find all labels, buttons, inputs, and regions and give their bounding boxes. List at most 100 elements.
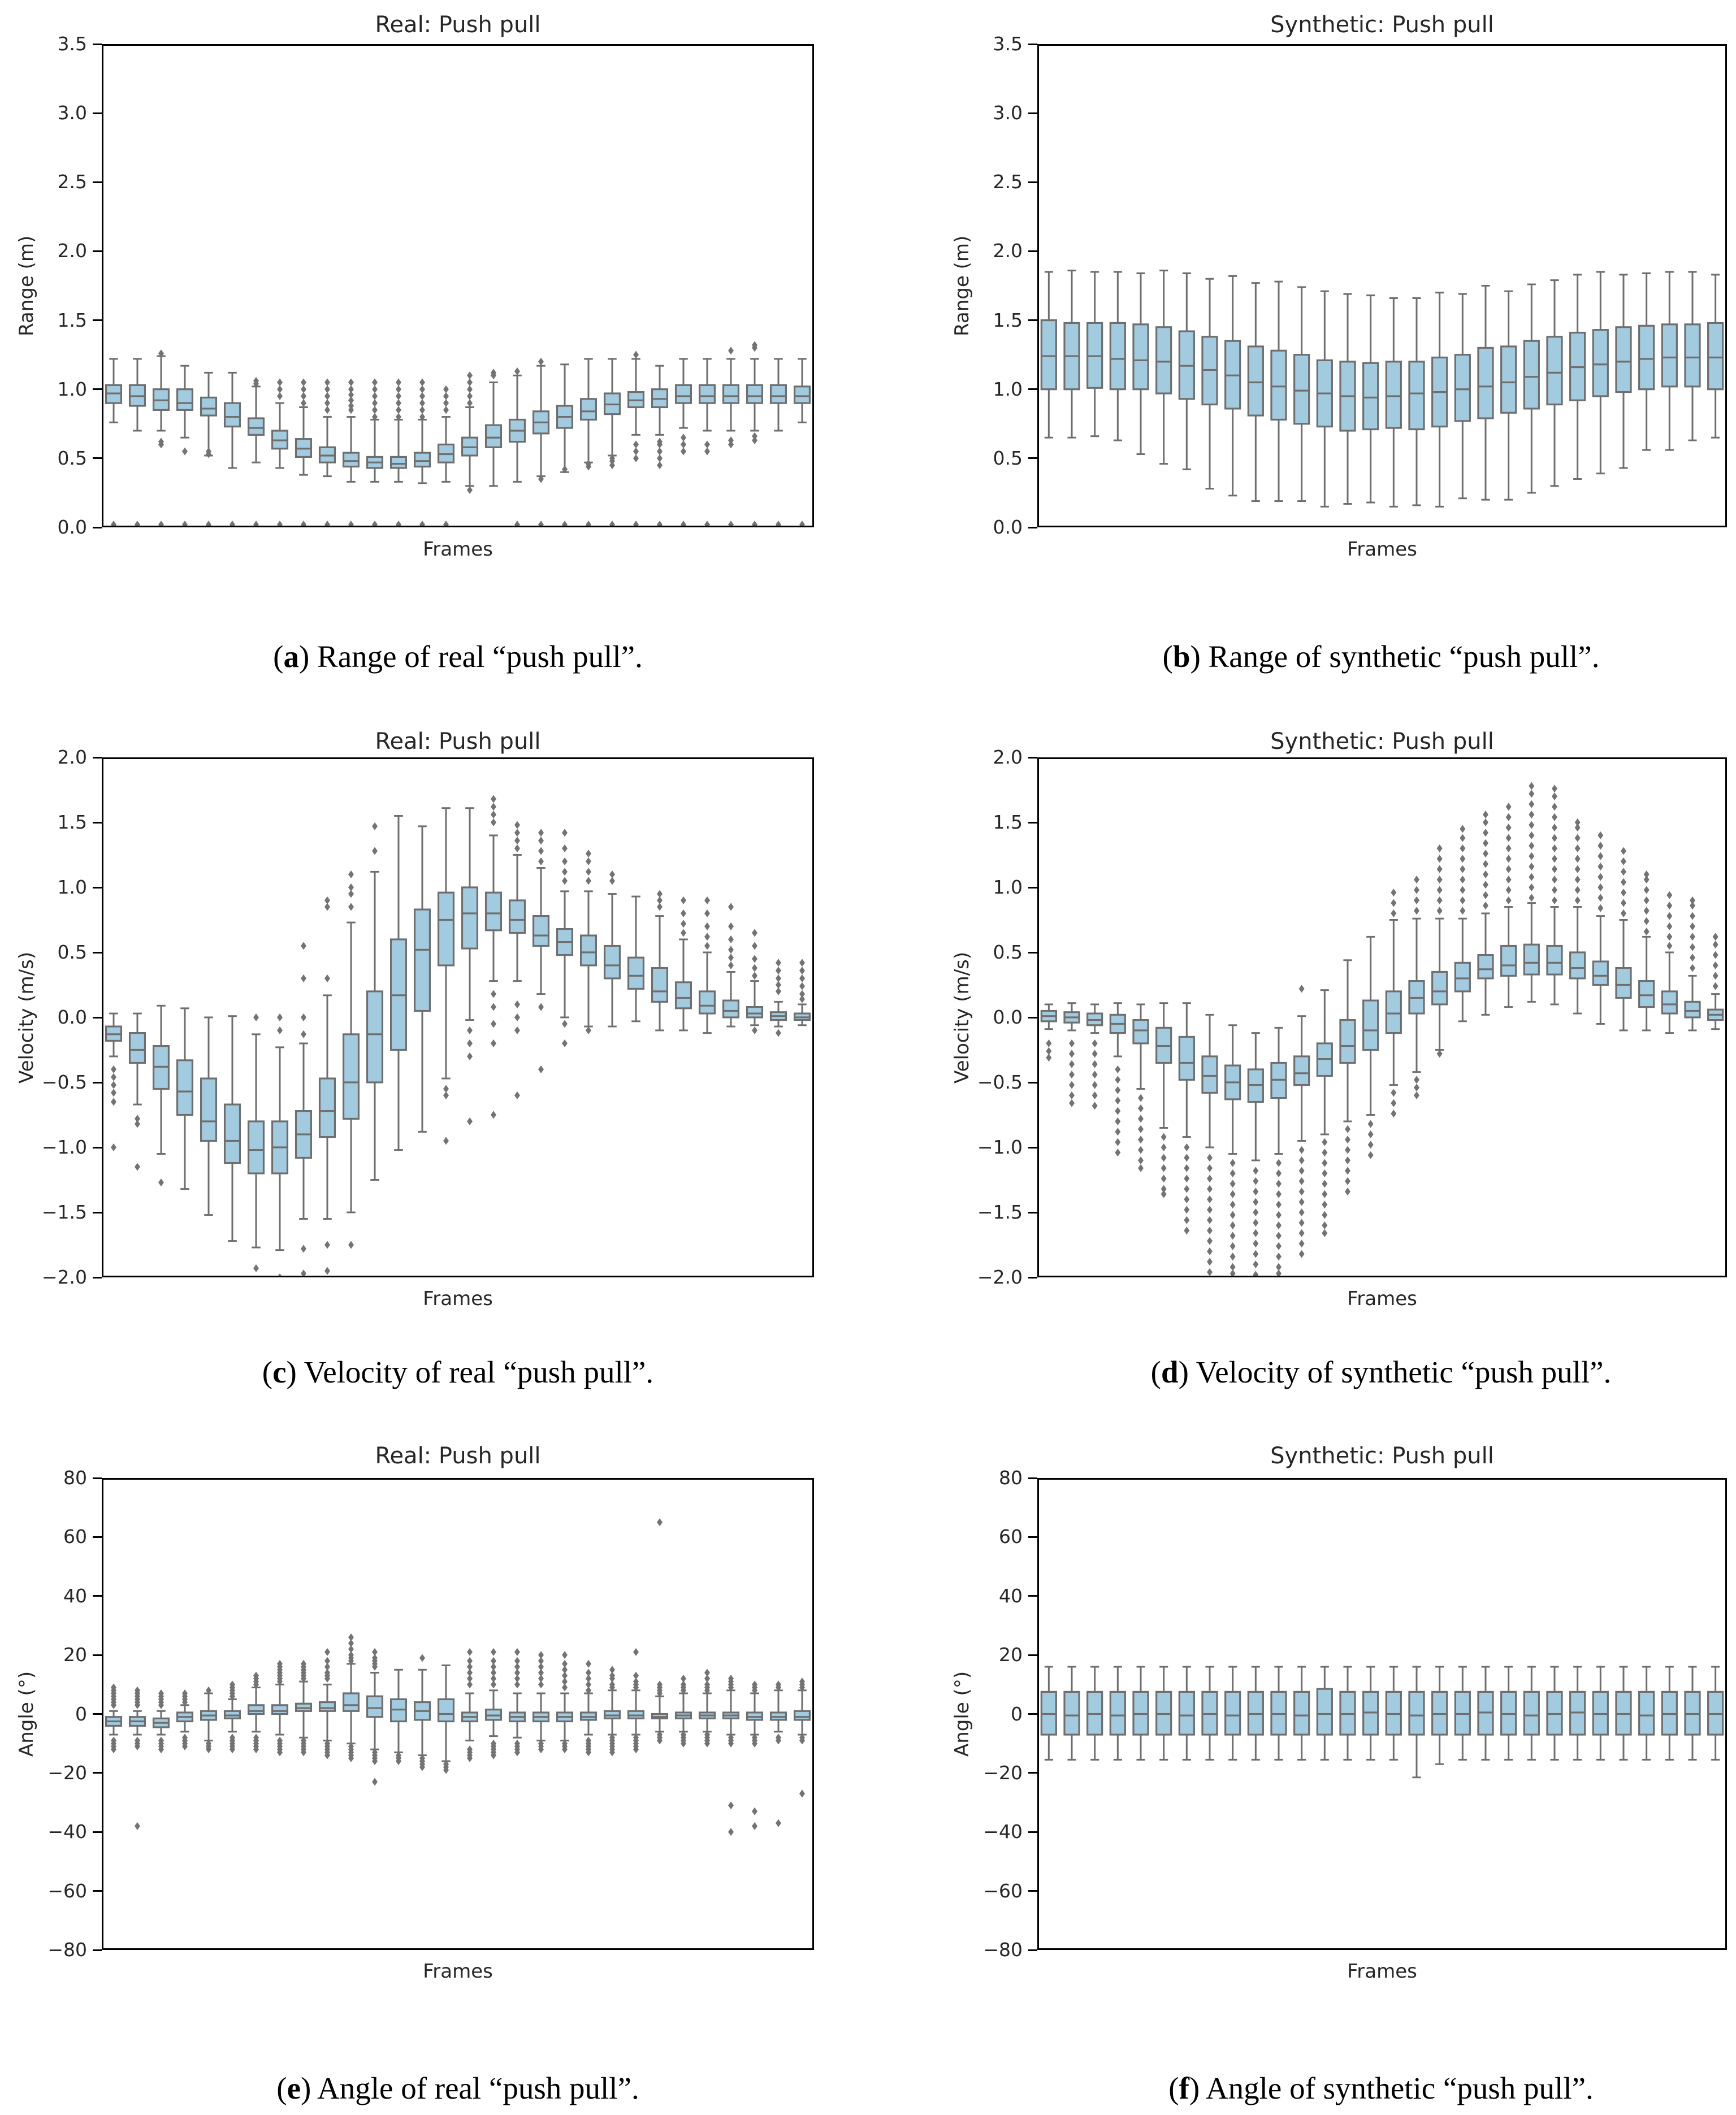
- x-axis-label: Frames: [423, 538, 493, 561]
- y-tick-mark: [93, 526, 102, 528]
- y-tick-mark: [93, 1595, 102, 1597]
- y-tick-mark: [93, 457, 102, 460]
- y-tick-mark: [1028, 1890, 1037, 1892]
- y-tick-mark: [1028, 526, 1037, 528]
- y-tick-mark: [93, 1477, 102, 1479]
- chart-title: Synthetic: Push pull: [1270, 12, 1494, 38]
- y-tick-mark: [93, 821, 102, 824]
- caption-a: (a) Range of real “push pull”.: [102, 634, 814, 679]
- y-tick-mark: [93, 1654, 102, 1656]
- caption-d-letter: d: [1161, 1355, 1179, 1389]
- y-tick-mark: [93, 1016, 102, 1019]
- x-axis-label: Frames: [423, 1288, 493, 1310]
- caption-a-letter: a: [283, 639, 299, 674]
- y-axis-label: Velocity (m/s): [951, 951, 973, 1083]
- x-axis-label: Frames: [423, 1960, 493, 1983]
- caption-b-paren: (: [1162, 639, 1173, 674]
- y-tick-mark: [1028, 250, 1037, 252]
- caption-f-text: ) Angle of synthetic “push pull”.: [1189, 2071, 1594, 2105]
- caption-c-text: ) Velocity of real “push pull”.: [286, 1355, 654, 1389]
- y-tick-mark: [93, 388, 102, 391]
- y-tick-mark: [93, 112, 102, 114]
- boxplot-canvas: [102, 44, 814, 527]
- boxplot-canvas: [1037, 44, 1727, 527]
- caption-d-text: ) Velocity of synthetic “push pull”.: [1178, 1355, 1612, 1389]
- chart-title: Real: Push pull: [375, 12, 541, 38]
- boxplot-canvas: [1037, 1478, 1727, 1950]
- y-tick-mark: [93, 250, 102, 252]
- x-axis-label: Frames: [1347, 1960, 1417, 1983]
- y-tick-mark: [93, 1146, 102, 1148]
- y-tick-mark: [1028, 319, 1037, 322]
- chart-title: Synthetic: Push pull: [1270, 1443, 1494, 1469]
- y-tick-mark: [1028, 388, 1037, 391]
- y-tick-mark: [93, 1772, 102, 1774]
- caption-f-paren: (: [1168, 2071, 1179, 2105]
- y-tick-mark: [93, 181, 102, 183]
- y-tick-mark: [1028, 457, 1037, 460]
- caption-b-text: ) Range of synthetic “push pull”.: [1190, 639, 1600, 674]
- y-tick-mark: [93, 1536, 102, 1538]
- y-tick-mark: [1028, 181, 1037, 183]
- y-tick-mark: [1028, 886, 1037, 889]
- y-tick-mark: [1028, 951, 1037, 954]
- y-tick-mark: [1028, 43, 1037, 45]
- x-axis-label: Frames: [1347, 538, 1417, 561]
- y-tick-mark: [1028, 1831, 1037, 1833]
- caption-a-paren: (: [273, 639, 284, 674]
- caption-e: (e) Angle of real “push pull”.: [102, 2066, 814, 2111]
- caption-c: (c) Velocity of real “push pull”.: [102, 1350, 814, 1395]
- boxplot-canvas: [102, 1478, 814, 1950]
- caption-f: (f) Angle of synthetic “push pull”.: [1026, 2066, 1736, 2111]
- y-tick-mark: [93, 1081, 102, 1083]
- y-tick-mark: [1028, 112, 1037, 114]
- y-axis-label: Range (m): [951, 235, 973, 336]
- caption-c-paren: (: [262, 1355, 273, 1389]
- caption-b-letter: b: [1172, 639, 1190, 674]
- y-tick-mark: [93, 1949, 102, 1951]
- caption-d: (d) Velocity of synthetic “push pull”.: [1026, 1350, 1736, 1395]
- caption-e-letter: e: [287, 2071, 301, 2105]
- y-tick-mark: [1028, 1654, 1037, 1656]
- caption-b: (b) Range of synthetic “push pull”.: [1026, 634, 1736, 679]
- y-tick-mark: [1028, 1016, 1037, 1019]
- x-axis-label: Frames: [1347, 1288, 1417, 1310]
- y-tick-mark: [1028, 1081, 1037, 1083]
- y-axis-label: Angle (°): [951, 1671, 973, 1757]
- y-tick-mark: [1028, 1595, 1037, 1597]
- y-tick-mark: [1028, 756, 1037, 759]
- y-tick-mark: [1028, 1211, 1037, 1213]
- caption-c-letter: c: [272, 1355, 287, 1389]
- y-tick-mark: [93, 1276, 102, 1278]
- chart-title: Real: Push pull: [375, 729, 541, 755]
- boxplot-canvas: [1037, 757, 1727, 1277]
- y-tick-mark: [1028, 1477, 1037, 1479]
- caption-d-paren: (: [1150, 1355, 1161, 1389]
- caption-e-text: ) Angle of real “push pull”.: [301, 2071, 639, 2105]
- y-tick-mark: [1028, 1146, 1037, 1148]
- y-tick-mark: [93, 756, 102, 759]
- y-tick-mark: [93, 319, 102, 322]
- caption-e-paren: (: [276, 2071, 287, 2105]
- y-tick-mark: [1028, 1949, 1037, 1951]
- y-axis-label: Velocity (m/s): [15, 951, 38, 1083]
- y-tick-mark: [1028, 1772, 1037, 1774]
- y-tick-mark: [93, 886, 102, 889]
- y-tick-mark: [93, 951, 102, 954]
- y-tick-mark: [1028, 1536, 1037, 1538]
- y-axis-label: Angle (°): [15, 1671, 38, 1757]
- y-tick-mark: [93, 1211, 102, 1213]
- boxplot-canvas: [102, 757, 814, 1277]
- caption-a-text: ) Range of real “push pull”.: [298, 639, 643, 674]
- y-tick-mark: [1028, 1713, 1037, 1715]
- y-tick-mark: [93, 1713, 102, 1715]
- y-tick-mark: [93, 43, 102, 45]
- chart-title: Synthetic: Push pull: [1270, 729, 1494, 755]
- chart-title: Real: Push pull: [375, 1443, 541, 1469]
- y-tick-mark: [1028, 821, 1037, 824]
- y-axis-label: Range (m): [15, 235, 38, 336]
- caption-f-letter: f: [1179, 2071, 1189, 2105]
- y-tick-mark: [1028, 1276, 1037, 1278]
- y-tick-mark: [93, 1890, 102, 1892]
